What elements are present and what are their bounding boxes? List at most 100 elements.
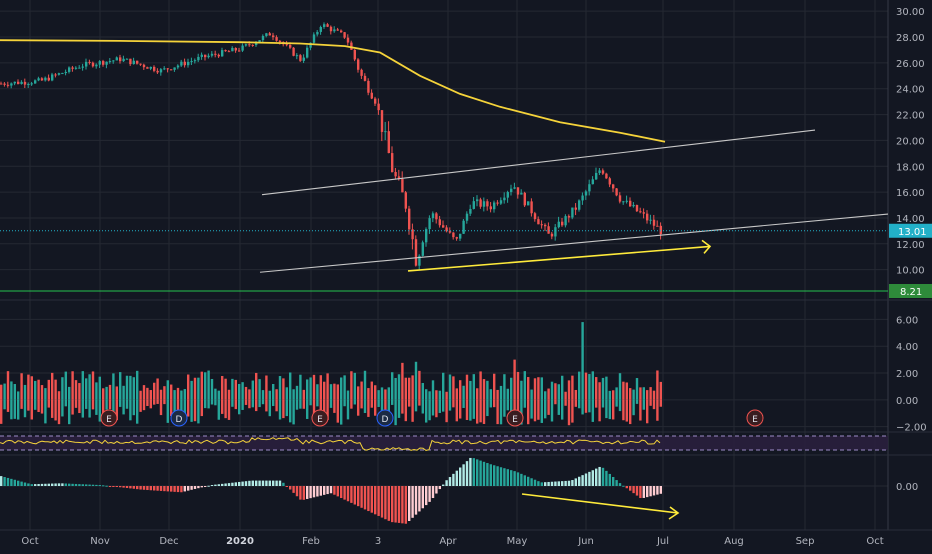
oscillator-bar [108,384,112,400]
macd-bar [299,486,302,500]
candle-body [180,61,183,66]
trendline[interactable] [259,213,889,273]
candle-body [129,58,132,65]
candle-body [207,55,210,58]
oscillator-bar [23,384,27,400]
candle-body [472,201,475,209]
oscillator-bar [122,385,125,400]
oscillator-bar [295,399,299,410]
oscillator-bar [622,399,625,421]
oscillator-bar [642,387,645,400]
candle-body [163,68,166,70]
candle-body [598,170,601,173]
macd-bar [363,486,367,510]
trendline[interactable] [261,129,816,196]
macd-annotation-arrow[interactable] [521,493,679,514]
oscillator-bar [299,374,302,400]
macd-bar [319,486,322,496]
oscillator-bar [588,374,591,400]
oscillator-bar [479,371,482,400]
macd-bar [374,486,377,515]
candle-body [78,67,81,69]
macd-bar [397,486,401,523]
oscillator-bar [598,399,601,422]
annotation-arrow[interactable] [407,245,711,272]
oscillator-bar [629,388,632,400]
macd-bar [119,486,122,488]
oscillator-bar [612,390,615,400]
oscillator-bar [207,399,210,409]
oscillator-bar [584,399,588,413]
oscillator-bar [326,373,329,400]
oscillator-bar [309,399,312,406]
macd-bar [309,486,312,499]
oscillator-bar [530,389,533,400]
oscillator-bar [23,399,27,418]
event-marker-dividend[interactable] [376,409,394,427]
oscillator-bar [414,361,418,400]
oscillator-bar [380,399,384,412]
oscillator-bar [95,382,98,400]
candle-body [629,200,632,207]
oscillator-bar [652,399,656,410]
macd-bar [153,486,156,491]
candle-body [316,31,319,35]
candle-body [289,45,292,48]
macd-bar [625,486,628,489]
candle-body [503,197,506,201]
candle-body [176,65,180,68]
macd-bar [156,486,159,491]
oscillator-bar [292,389,295,400]
oscillator-bar [115,399,118,421]
event-marker-dividend[interactable] [170,409,188,427]
oscillator-bar [476,399,479,424]
event-marker-earnings[interactable] [311,409,329,427]
oscillator-bar [183,399,186,418]
oscillator-bar [285,387,288,400]
oscillator-bar [44,399,47,424]
oscillator-bar [251,399,254,408]
candle-body [425,229,428,243]
candle-body [0,83,3,85]
oscillator-bar [503,374,506,400]
oscillator-bar [561,399,564,420]
oscillator-bar [193,399,197,422]
macd-bar [112,486,115,487]
macd-bar [275,480,278,486]
oscillator-bar [493,399,496,408]
oscillator-bar [88,374,91,400]
oscillator-bar [533,399,537,422]
candle-body [71,67,74,69]
candle-body [561,221,564,226]
event-marker-label: E [512,415,518,425]
macd-bar [387,486,390,521]
event-marker-label: E [752,415,758,425]
oscillator-bar [282,399,285,419]
macd-bar [136,486,139,490]
oscillator-bar [112,373,115,400]
macd-bar [204,486,207,487]
oscillator-bar [601,399,605,408]
oscillator-bar [221,399,224,414]
oscillator-bar [37,379,40,400]
oscillator-bar [595,399,598,408]
candle-body [353,49,356,60]
oscillator-bar [119,372,122,400]
oscillator-bar [350,371,353,400]
oscillator-bar [170,384,173,400]
oscillator-bar [465,399,469,421]
candle-body [465,213,469,221]
macd-bar [85,484,88,486]
candle-body [612,184,615,189]
event-marker-earnings[interactable] [506,409,524,427]
candle-body [187,61,190,66]
candle-body [221,50,224,57]
event-marker-earnings[interactable] [100,409,118,427]
oscillator-bar [370,399,373,408]
candle-body [333,29,336,32]
candle-body [649,219,652,221]
candle-body [452,232,455,238]
event-marker-earnings-future[interactable] [746,409,764,427]
macd-bar [523,475,526,486]
oscillator-bar [646,399,649,424]
